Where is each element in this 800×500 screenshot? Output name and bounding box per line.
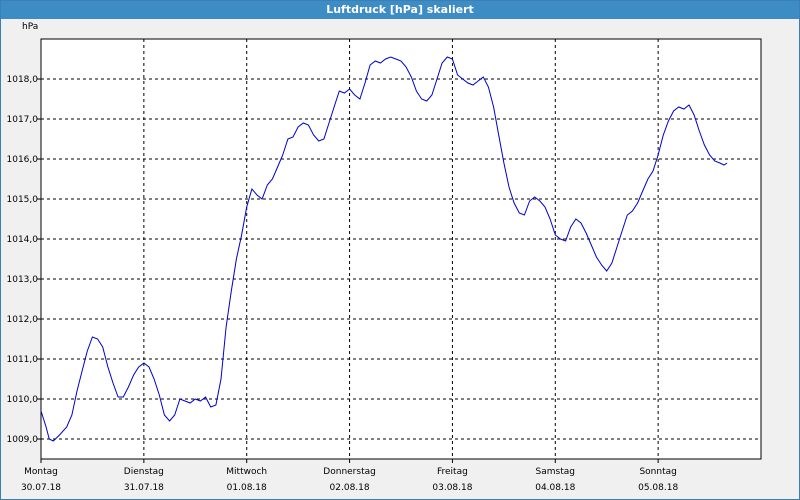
x-tick-date-label: 05.08.18 (638, 483, 678, 493)
x-tick-date-label: 04.08.18 (535, 483, 575, 493)
y-tick-label: 1013,0 (7, 275, 39, 285)
x-tick-date-label: 31.07.18 (124, 483, 164, 493)
y-tick-label: 1012,0 (7, 315, 39, 325)
x-tick-date-label: 02.08.18 (330, 483, 370, 493)
y-tick-label: 1010,0 (7, 395, 39, 405)
window-title: Luftdruck [hPa] skaliert (1, 1, 799, 19)
x-tick-day-label: Samstag (536, 467, 575, 477)
series-line (40, 56, 728, 442)
plot-frame (40, 38, 762, 460)
y-tick-label: 1015,0 (7, 195, 39, 205)
x-tick-date-label: 03.08.18 (432, 483, 472, 493)
y-tick-label: 1009,0 (7, 435, 39, 445)
x-tick-day-label: Donnerstag (323, 467, 376, 477)
x-tick-day-label: Montag (24, 467, 58, 477)
x-tick-day-label: Sonntag (639, 467, 676, 477)
y-tick-label: 1011,0 (7, 355, 39, 365)
y-tick-label: 1017,0 (7, 115, 39, 125)
grid-lines (41, 39, 761, 459)
y-tick-label: 1016,0 (7, 155, 39, 165)
y-tick-label: 1014,0 (7, 235, 39, 245)
pressure-chart: 1009,0 1010,0 1011,0 1012,0 1013,0 1014,0 1015… (7, 22, 762, 493)
x-axis-ticks: Montag 30.07.18 Dienstag 31.07.18 Mittwoch 01… (21, 459, 678, 493)
x-tick-day-label: Dienstag (124, 467, 164, 477)
chart-area: 1009,0 1010,0 1011,0 1012,0 1013,0 1014,0 1015… (1, 19, 799, 499)
x-tick-day-label: Freitag (437, 467, 468, 477)
x-tick-date-label: 01.08.18 (227, 483, 267, 493)
x-tick-date-label: 30.07.18 (21, 483, 61, 493)
y-axis-ticks: 1009,0 1010,0 1011,0 1012,0 1013,0 1014,0 1015… (7, 75, 41, 445)
y-tick-label: 1018,0 (7, 75, 39, 85)
x-tick-day-label: Mittwoch (226, 467, 267, 477)
y-axis-label: hPa (22, 22, 38, 32)
